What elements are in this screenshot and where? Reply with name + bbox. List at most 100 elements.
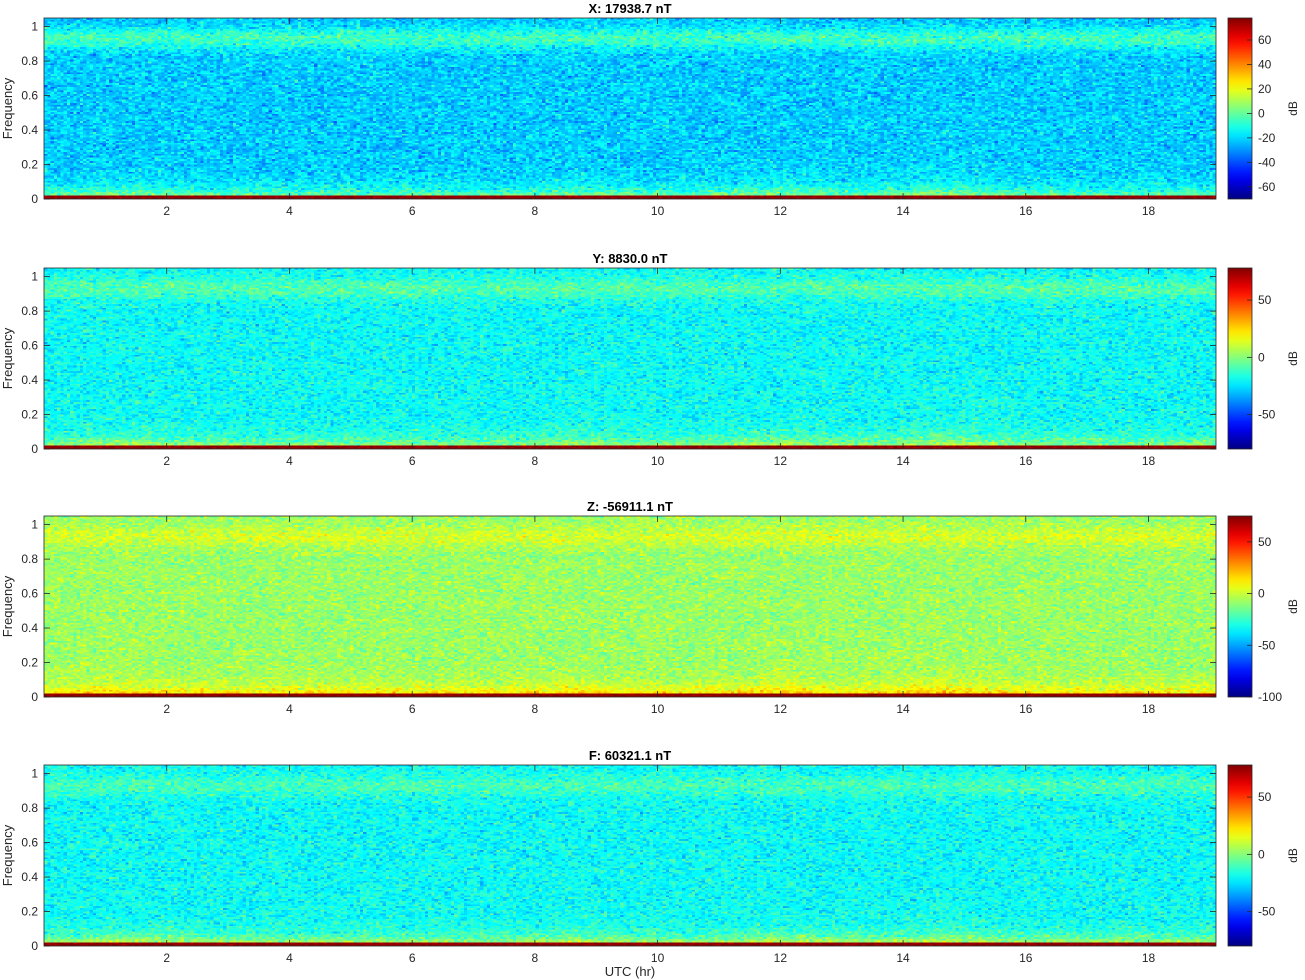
x-tick-label: 2 — [163, 702, 170, 716]
x-tick-label: 4 — [286, 454, 293, 468]
x-tick-label: 16 — [1019, 951, 1033, 965]
x-tick-label: 18 — [1142, 951, 1156, 965]
x-tick-label: 12 — [774, 454, 788, 468]
x-tick-label: 14 — [896, 702, 910, 716]
x-tick-label: 12 — [774, 204, 788, 218]
colorbar — [1227, 267, 1253, 450]
x-tick-label: 10 — [651, 702, 665, 716]
spectrogram-panel-2: 2 4 6 8 10 12 14 16 18 0 0.2 0.4 0.6 0.8 1 Z: -56911.1 … — [0, 499, 1300, 716]
y-tick-label: 1 — [31, 518, 38, 532]
x-tick-label: 14 — [896, 204, 910, 218]
colorbar-tick-label: 0 — [1258, 587, 1265, 601]
colorbar-tick-label: -50 — [1258, 408, 1276, 422]
x-tick-label: 4 — [286, 204, 293, 218]
panel-title: X: 17938.7 nT — [588, 1, 671, 16]
spectrogram-panel-0: 2 4 6 8 10 12 14 16 18 0 0.2 0.4 0.6 0.8 1 X: 17938.7 n… — [0, 1, 1300, 218]
colorbar-tick-label: -50 — [1258, 905, 1276, 919]
spectrogram-panel-1: 2 4 6 8 10 12 14 16 18 0 0.2 0.4 0.6 0.8 1 Y: 8830.0 nT… — [0, 251, 1300, 468]
y-tick-label: 0.8 — [21, 304, 38, 318]
y-tick-label: 0.2 — [21, 905, 38, 919]
panel-title: Z: -56911.1 nT — [587, 499, 673, 514]
y-tick-label: 0.8 — [21, 552, 38, 566]
y-tick-label: 0 — [31, 442, 38, 456]
spectrogram-heatmap — [44, 268, 1216, 449]
panel-title: F: 60321.1 nT — [589, 748, 671, 763]
colorbar-tick-label: 0 — [1258, 847, 1265, 861]
colorbar-tick-label: -50 — [1258, 638, 1276, 652]
y-tick-label: 0.6 — [21, 587, 38, 601]
colorbar — [1227, 515, 1253, 698]
x-tick-label: 10 — [651, 204, 665, 218]
x-tick-label: 10 — [651, 454, 665, 468]
spectrogram-panel-3: 2 4 6 8 10 12 14 16 18 0 0.2 0.4 0.6 0.8 1 F: 60321.1 n… — [0, 748, 1300, 979]
colorbar-tick-label: 50 — [1258, 790, 1272, 804]
y-tick-label: 0.8 — [21, 54, 38, 68]
x-tick-label: 4 — [286, 702, 293, 716]
y-tick-label: 0.2 — [21, 408, 38, 422]
x-tick-label: 6 — [409, 204, 416, 218]
x-tick-label: 4 — [286, 951, 293, 965]
y-axis-label: Frequency — [0, 77, 15, 139]
y-tick-label: 0 — [31, 192, 38, 206]
x-tick-label: 8 — [532, 702, 539, 716]
y-tick-label: 0.6 — [21, 89, 38, 103]
y-axis-label: Frequency — [0, 824, 15, 886]
colorbar — [1227, 17, 1253, 200]
x-tick-label: 18 — [1142, 454, 1156, 468]
colorbar-label: dB — [1286, 599, 1300, 614]
axes-box — [43, 17, 1217, 200]
y-tick-label: 0.6 — [21, 339, 38, 353]
spectrogram-heatmap — [44, 765, 1216, 946]
y-tick-label: 1 — [31, 767, 38, 781]
y-tick-label: 0.2 — [21, 656, 38, 670]
x-tick-label: 16 — [1019, 702, 1033, 716]
axes-box — [43, 764, 1217, 947]
panel-title: Y: 8830.0 nT — [593, 251, 668, 266]
y-tick-label: 0.4 — [21, 373, 38, 387]
x-tick-label: 6 — [409, 951, 416, 965]
colorbar-tick-label: 50 — [1258, 535, 1272, 549]
colorbar-tick-label: -40 — [1258, 155, 1276, 169]
y-tick-label: 0.4 — [21, 621, 38, 635]
colorbar-tick-label: 0 — [1258, 106, 1265, 120]
colorbar-tick-label: -100 — [1258, 690, 1282, 704]
colorbar-tick-label: 40 — [1258, 57, 1272, 71]
x-tick-label: 8 — [532, 454, 539, 468]
y-axis-label: Frequency — [0, 327, 15, 389]
y-tick-label: 0.2 — [21, 158, 38, 172]
y-tick-label: 0.4 — [21, 870, 38, 884]
axes-box — [43, 515, 1217, 698]
x-tick-label: 14 — [896, 951, 910, 965]
colorbar-tick-label: -60 — [1258, 180, 1276, 194]
y-tick-label: 1 — [31, 270, 38, 284]
x-tick-label: 6 — [409, 702, 416, 716]
x-tick-label: 10 — [651, 951, 665, 965]
x-tick-label: 16 — [1019, 454, 1033, 468]
x-tick-label: 8 — [532, 951, 539, 965]
colorbar-tick-label: 20 — [1258, 82, 1272, 96]
axes-box — [43, 267, 1217, 450]
colorbar-tick-label: 0 — [1258, 350, 1265, 364]
x-tick-label: 2 — [163, 204, 170, 218]
spectrogram-heatmap — [44, 516, 1216, 697]
x-tick-label: 12 — [774, 951, 788, 965]
y-tick-label: 0 — [31, 690, 38, 704]
colorbar-tick-label: -20 — [1258, 131, 1276, 145]
y-tick-label: 0 — [31, 939, 38, 953]
x-axis-label: UTC (hr) — [605, 964, 656, 979]
colorbar-label: dB — [1286, 848, 1300, 863]
x-tick-label: 6 — [409, 454, 416, 468]
y-axis-label: Frequency — [0, 575, 15, 637]
x-tick-label: 2 — [163, 951, 170, 965]
x-tick-label: 14 — [896, 454, 910, 468]
colorbar-tick-label: 60 — [1258, 33, 1272, 47]
x-tick-label: 18 — [1142, 204, 1156, 218]
colorbar — [1227, 764, 1253, 947]
x-tick-label: 16 — [1019, 204, 1033, 218]
colorbar-label: dB — [1286, 351, 1300, 366]
y-tick-label: 0.6 — [21, 836, 38, 850]
y-tick-label: 0.4 — [21, 123, 38, 137]
y-tick-label: 1 — [31, 20, 38, 34]
x-tick-label: 12 — [774, 702, 788, 716]
